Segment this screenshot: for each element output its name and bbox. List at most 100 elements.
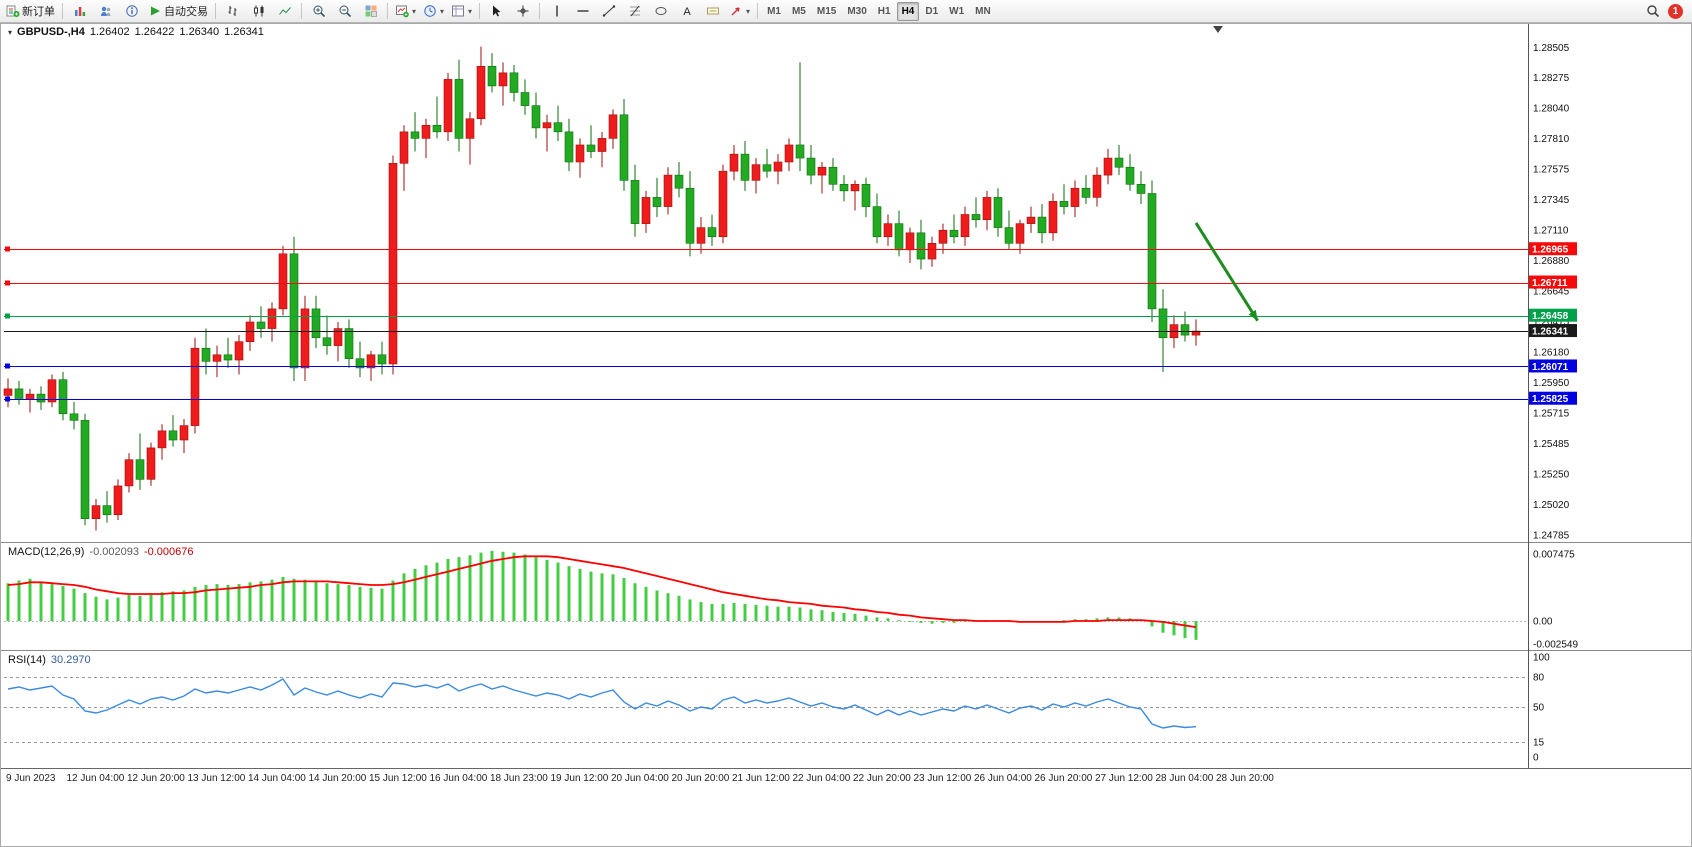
label-button[interactable] [700, 1, 725, 22]
resistance-line-1-marker[interactable] [5, 246, 10, 252]
candle [421, 124, 431, 139]
svg-text:1.26341: 1.26341 [1532, 327, 1569, 338]
data-window-button[interactable] [119, 1, 144, 22]
candle [894, 223, 904, 251]
arrows-icon [729, 4, 743, 18]
candle [674, 174, 684, 189]
timeframe-button-mn[interactable]: MN [975, 5, 991, 17]
candle [399, 131, 409, 164]
svg-text:1.25250: 1.25250 [1533, 470, 1570, 481]
support-line-green-marker[interactable] [5, 313, 10, 319]
support-line-blue-1-marker[interactable] [5, 363, 10, 369]
chevron-down-icon: ▾ [440, 6, 445, 16]
timeframe-button-w1[interactable]: W1 [949, 5, 965, 17]
timeframe-button-m1[interactable]: M1 [767, 5, 781, 17]
candle [938, 229, 948, 244]
timeframe-button-m15[interactable]: M15 [816, 5, 837, 17]
vertical-line-button[interactable] [544, 1, 569, 22]
arrows-button[interactable]: ▾ [726, 1, 753, 22]
svg-text:15: 15 [1533, 738, 1545, 749]
chart-window: 1.28505 1.28275 1.28040 1.27810 1.27575 1.273… [0, 23, 1692, 847]
toolbar-separator [387, 3, 388, 19]
svg-text:100: 100 [1533, 653, 1550, 664]
candle [1026, 216, 1036, 224]
price-badge [1529, 242, 1577, 256]
svg-text:23 Jun 12:00: 23 Jun 12:00 [914, 773, 972, 784]
zoom-out-button[interactable] [332, 1, 357, 22]
rsi-axis[interactable]: 100 80 50 15 0 [1533, 653, 1550, 764]
timeframe-button-h1[interactable]: H1 [877, 5, 891, 17]
candle [520, 92, 530, 106]
fibo-icon [628, 4, 642, 18]
fibonacci-button[interactable] [622, 1, 647, 22]
horizontal-line-button[interactable] [570, 1, 595, 22]
timeframe-button-m5[interactable]: M5 [791, 5, 806, 17]
svg-text:22 Jun 20:00: 22 Jun 20:00 [853, 773, 911, 784]
toolbar: 新订单 自动交易 ▾ ▾ ▾ A ▾ M1 M5 M15 M30 H1 H4 D1 W1 MN 1 [0, 0, 1692, 23]
svg-text:20 Jun 20:00: 20 Jun 20:00 [672, 773, 730, 784]
charts-button[interactable] [67, 1, 92, 22]
resistance-line-2-marker[interactable] [5, 280, 10, 286]
tile-windows-button[interactable] [358, 1, 383, 22]
chevron-down-icon: ▾ [468, 6, 473, 16]
bar-chart-button[interactable] [220, 1, 245, 22]
svg-text:1.28275: 1.28275 [1533, 73, 1570, 84]
svg-text:28 Jun 04:00: 28 Jun 04:00 [1156, 773, 1214, 784]
candle [388, 163, 398, 365]
price-badge [1529, 391, 1577, 405]
candle [916, 232, 926, 260]
timeframe-button-h4[interactable]: H4 [896, 1, 920, 21]
support-line-blue-2-marker[interactable] [5, 396, 10, 402]
zoom-in-button[interactable] [306, 1, 331, 22]
svg-text:1.25715: 1.25715 [1533, 409, 1570, 420]
candle [971, 214, 981, 221]
svg-text:1.25020: 1.25020 [1533, 500, 1570, 511]
candle [1048, 201, 1058, 234]
price-axis[interactable]: 1.28505 1.28275 1.28040 1.27810 1.27575 1.273… [1528, 23, 1578, 768]
candle [47, 379, 57, 403]
svg-text:-0.002549: -0.002549 [1533, 639, 1578, 650]
market-watch-button[interactable] [93, 1, 118, 22]
notification-badge[interactable]: 1 [1668, 3, 1683, 19]
candle [69, 413, 79, 421]
toolbar-separator [539, 3, 541, 19]
timeframe-button-d1[interactable]: D1 [925, 5, 939, 17]
candle [795, 144, 805, 159]
candle [982, 197, 992, 221]
candlestick-button[interactable] [246, 1, 271, 22]
candle [344, 328, 354, 360]
auto-trading-button[interactable]: 自动交易 [145, 1, 211, 22]
template-button[interactable]: ▾ [448, 1, 475, 22]
new-chart-icon [395, 4, 409, 18]
toolbar-separator [757, 3, 759, 19]
time-axis[interactable]: 9 Jun 2023 12 Jun 04:00 12 Jun 20:00 13 Jun… [6, 773, 1274, 784]
svg-text:16 Jun 04:00: 16 Jun 04:00 [430, 773, 488, 784]
timeframe-button-m30[interactable]: M30 [847, 5, 867, 17]
candle [157, 430, 167, 449]
line-chart-button[interactable] [272, 1, 297, 22]
candle [806, 157, 816, 176]
period-button[interactable]: ▾ [420, 1, 447, 22]
candle [564, 131, 574, 163]
shapes-button[interactable] [648, 1, 673, 22]
arrow-annotation[interactable] [1194, 222, 1259, 322]
svg-text:50: 50 [1533, 703, 1545, 714]
new-chart-button[interactable]: ▾ [392, 1, 419, 22]
search-button[interactable] [1640, 1, 1665, 22]
svg-text:1.26071: 1.26071 [1532, 362, 1569, 373]
svg-text:21 Jun 12:00: 21 Jun 12:00 [732, 773, 790, 784]
candle [641, 197, 651, 224]
candle [256, 321, 266, 329]
cursor-button[interactable] [484, 1, 509, 22]
svg-text:18 Jun 23:00: 18 Jun 23:00 [490, 773, 548, 784]
macd-axis[interactable]: 0.007475 0.00 -0.002549 [1533, 549, 1578, 650]
candle [58, 379, 68, 415]
new-order-button[interactable]: 新订单 [3, 1, 58, 22]
candle [1136, 184, 1146, 194]
text-button[interactable]: A [674, 1, 699, 22]
price-badge [1529, 359, 1577, 373]
chart-canvas[interactable]: 1.28505 1.28275 1.28040 1.27810 1.27575 1.273… [0, 23, 1692, 847]
chart-shift-marker-icon[interactable] [1213, 26, 1223, 33]
crosshair-button[interactable] [510, 1, 535, 22]
trendline-button[interactable] [596, 1, 621, 22]
